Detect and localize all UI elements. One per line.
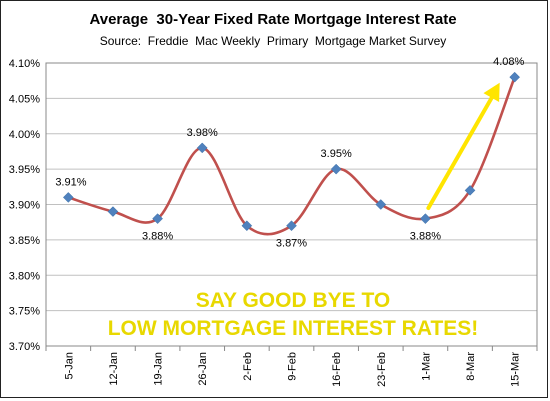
data-point-2: [152, 213, 163, 225]
y-tick-label-3: 3.85%: [9, 235, 40, 247]
x-tick-label-5: 9-Feb: [287, 352, 299, 381]
data-point-5: [286, 220, 297, 232]
annotation-layer: SAY GOOD BYE TO LOW MORTGAGE INTEREST RAT…: [108, 82, 500, 340]
data-label-2: 3.88%: [142, 231, 173, 243]
data-point-9: [464, 184, 476, 196]
data-point-4: [241, 220, 253, 232]
series-line: [67, 76, 516, 236]
data-label-5: 3.87%: [276, 238, 307, 250]
x-tick-label-7: 23-Feb: [376, 352, 388, 387]
chart-title: Average 30-Year Fixed Rate Mortgage Inte…: [89, 11, 456, 28]
chart-subtitle: Source: Freddie Mac Weekly Primary Mortg…: [100, 34, 447, 48]
y-tick-label-1: 3.75%: [9, 306, 40, 318]
x-tick-label-1: 12-Jan: [108, 352, 120, 386]
x-tick-label-0: 5-Jan: [63, 352, 75, 380]
x-tick-label-4: 2-Feb: [242, 352, 254, 381]
axis-layer: 3.70% 3.75% 3.80% 3.85% 3.90% 3.95% 4.00% 4.05%…: [9, 58, 538, 387]
data-label-8: 3.88%: [410, 231, 441, 243]
y-tick-label-2: 3.80%: [9, 270, 40, 282]
arrow-head: [483, 82, 500, 103]
data-point-8: [420, 213, 431, 225]
x-tick-label-8: 1-Mar: [420, 352, 432, 381]
x-tick-label-10: 15-Mar: [510, 352, 522, 387]
series-layer: [62, 71, 521, 236]
y-tick-label-8: 4.10%: [9, 58, 40, 70]
arrow-shaft: [426, 88, 498, 211]
data-point-7: [375, 199, 387, 210]
data-label-3: 3.98%: [187, 127, 218, 139]
data-point-6: [330, 163, 342, 175]
annotation-line-1: LOW MORTGAGE INTEREST RATES!: [108, 317, 479, 340]
annotation-line-0: SAY GOOD BYE TO: [196, 289, 391, 312]
x-tick-label-9: 8-Mar: [465, 352, 477, 381]
data-label-6: 3.95%: [321, 148, 352, 160]
x-tick-label-3: 26-Jan: [197, 352, 209, 386]
data-point-1: [107, 206, 119, 217]
y-tick-label-0: 3.70%: [9, 341, 40, 353]
x-tick-label-2: 19-Jan: [153, 352, 165, 386]
y-tick-label-7: 4.05%: [9, 93, 40, 105]
x-tick-label-6: 16-Feb: [331, 352, 343, 387]
data-point-0: [62, 192, 74, 203]
data-label-10: 4.08%: [493, 56, 524, 68]
y-tick-label-5: 3.95%: [9, 164, 40, 176]
data-label-layer: 3.91% 3.88% 3.98% 3.87% 3.95% 3.88% 4.08%: [55, 56, 524, 250]
data-point-10: [509, 71, 521, 83]
y-tick-label-4: 3.90%: [9, 200, 40, 212]
data-label-0: 3.91%: [55, 176, 86, 188]
data-point-3: [196, 142, 208, 154]
y-tick-label-6: 4.00%: [9, 129, 40, 141]
plot-border: [45, 62, 538, 347]
